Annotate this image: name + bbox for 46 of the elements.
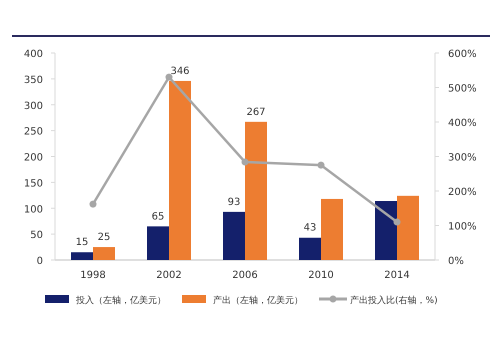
data-label: 93	[228, 196, 240, 208]
bar	[71, 252, 93, 260]
y-tick-label: 0	[36, 256, 43, 267]
legend-label: 产出投入比(右轴，%)	[350, 295, 438, 306]
y2-tick-label: 400%	[448, 118, 477, 129]
bar	[93, 247, 115, 260]
data-label: 43	[304, 222, 316, 234]
bar	[169, 80, 191, 260]
point	[166, 74, 172, 81]
data-label: 65	[152, 211, 164, 222]
bar	[321, 198, 343, 260]
y-tick-label: 50	[30, 230, 43, 242]
y-tick-label: 250	[24, 126, 43, 138]
legend-label: 产出（左轴，亿美元）	[213, 295, 303, 306]
y-tick-label: 100	[24, 204, 43, 216]
point	[394, 218, 400, 226]
bar	[375, 201, 397, 260]
data-label: 15	[76, 237, 88, 248]
y-tick-label: 200	[24, 152, 43, 164]
y2-tick-label: 200%	[448, 187, 477, 198]
point	[242, 158, 248, 166]
data-label: 267	[246, 106, 266, 118]
point	[90, 200, 96, 208]
legend-label: 投入（左轴，亿美元）	[75, 295, 166, 306]
y-tick-label: 150	[24, 178, 43, 190]
x-tick-label: 1998	[80, 270, 106, 281]
data-label: 346	[170, 66, 190, 77]
bar	[397, 196, 419, 260]
y2-tick-label: 0%	[448, 256, 464, 267]
y-tick-label: 400	[24, 49, 43, 60]
x-tick-label: 2014	[384, 270, 410, 281]
data-label: 25	[98, 232, 110, 244]
bar	[147, 226, 169, 260]
x-tick-label: 2002	[156, 270, 182, 281]
y2-tick-label: 300%	[448, 152, 477, 164]
y2-tick-label: 100%	[448, 222, 477, 232]
bar	[299, 238, 321, 260]
y2-tick-label: 600%	[448, 49, 477, 60]
bar	[223, 212, 245, 260]
point	[318, 162, 324, 169]
x-tick-label: 2006	[232, 270, 258, 281]
y-tick-label: 300	[24, 100, 43, 112]
y2-tick-label: 500%	[448, 84, 477, 94]
y-tick-label: 350	[24, 74, 43, 86]
x-tick-label: 2010	[308, 270, 334, 281]
bar	[245, 122, 267, 260]
